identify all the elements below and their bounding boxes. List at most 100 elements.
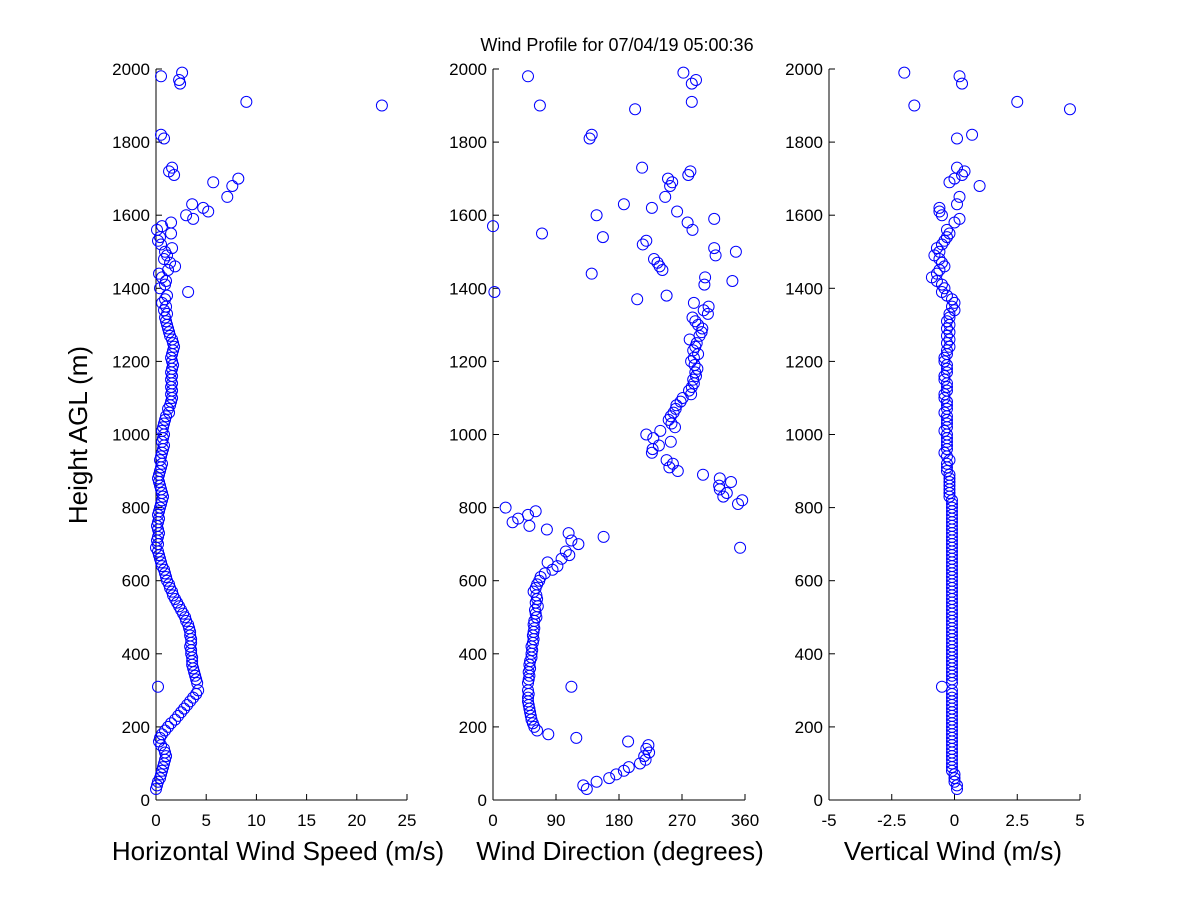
speed-x-tick-label: 0 [151, 811, 160, 830]
speed-data-point [172, 709, 185, 722]
speed-data-point [182, 285, 195, 298]
vertical-data-point [938, 355, 951, 368]
direction-data-point [659, 190, 672, 203]
direction-data-point [531, 724, 544, 737]
vertical-x-tick-label: 0 [950, 811, 959, 830]
vertical-data-point [951, 198, 964, 211]
speed-y-tick-label: 1400 [112, 279, 150, 298]
vertical-data-point [940, 315, 953, 328]
vertical-data-point [943, 311, 956, 324]
direction-data-point [671, 205, 684, 218]
vertical-data-point [945, 300, 958, 313]
direction-data-point [645, 201, 658, 214]
speed-data-point [178, 702, 191, 715]
vertical-y-tick-label: 400 [795, 645, 823, 664]
direction-data-point [656, 264, 669, 277]
speed-data-point [152, 234, 165, 247]
speed-y-tick-label: 1000 [112, 426, 150, 445]
speed-y-tick-label: 1800 [112, 133, 150, 152]
direction-data-point [676, 391, 689, 404]
direction-data-point [684, 165, 697, 178]
vertical-data-point [943, 318, 956, 331]
direction-data-point [671, 465, 684, 478]
direction-data-point [522, 70, 534, 83]
direction-data-point [670, 399, 683, 412]
direction-data-point [645, 446, 658, 459]
speed-data-point [163, 406, 176, 419]
vertical-data-point [933, 264, 946, 277]
direction-data-point [533, 574, 546, 587]
direction-data-point [734, 541, 747, 554]
direction-data-point [617, 764, 630, 777]
vertical-data-point [940, 359, 953, 372]
direction-data-point [565, 680, 578, 693]
direction-data-point [555, 552, 568, 565]
direction-data-point [577, 779, 590, 792]
vertical-x-tick-label: -2.5 [877, 811, 906, 830]
speed-y-tick-label: 1600 [112, 206, 150, 225]
direction-data-point [726, 274, 739, 287]
vertical-data-point [940, 362, 953, 375]
direction-data-point [690, 370, 702, 383]
direction-data-point [499, 501, 512, 514]
direction-data-point [646, 443, 659, 456]
direction-data-point [617, 198, 630, 211]
vertical-data-point [973, 179, 986, 192]
direction-data-point [488, 285, 501, 298]
direction-data-point [717, 490, 730, 503]
direction-y-tick-label: 1400 [449, 279, 487, 298]
direction-data-point [697, 304, 710, 317]
vertical-y-tick-label: 1600 [785, 206, 823, 225]
vertical-data-point [948, 772, 961, 785]
speed-y-tick-label: 0 [141, 791, 150, 810]
speed-x-tick-label: 15 [297, 811, 316, 830]
vertical-x-tick-label: 5 [1075, 811, 1084, 830]
direction-y-tick-label: 800 [459, 499, 487, 518]
direction-x-tick-label: 90 [547, 811, 566, 830]
vertical-data-point [945, 764, 958, 777]
direction-data-point [523, 669, 536, 682]
direction-data-point [642, 739, 655, 752]
vertical-data-point [940, 465, 953, 478]
direction-x-tick-label: 360 [731, 811, 759, 830]
direction-data-point [713, 483, 726, 496]
speed-data-point [180, 209, 193, 222]
vertical-data-point [940, 413, 953, 426]
speed-y-tick-label: 1200 [112, 352, 150, 371]
vertical-data-point [945, 761, 958, 774]
speed-data-point [169, 713, 182, 726]
direction-data-point [691, 362, 704, 375]
speed-data-point [166, 161, 179, 174]
direction-data-point [685, 380, 698, 393]
vertical-data-point [898, 66, 911, 79]
speed-data-point [226, 179, 239, 192]
speed-data-point [165, 227, 178, 240]
vertical-data-point [938, 391, 951, 404]
speed-x-tick-label: 20 [347, 811, 366, 830]
direction-data-point [572, 538, 585, 551]
vertical-data-point [935, 209, 948, 222]
direction-y-tick-label: 400 [459, 645, 487, 664]
speed-data-point [375, 99, 388, 112]
vertical-y-tick-label: 1400 [785, 279, 823, 298]
direction-y-tick-label: 0 [478, 791, 487, 810]
speed-data-point [175, 706, 188, 719]
direction-data-point [506, 516, 519, 529]
speed-data-point [155, 70, 168, 83]
vertical-data-point [940, 223, 953, 236]
vertical-data-point [933, 205, 946, 218]
direction-data-point [540, 523, 553, 536]
direction-data-point [686, 223, 699, 236]
speed-data-point [181, 698, 194, 711]
direction-y-tick-label: 1600 [449, 206, 487, 225]
vertical-data-point [943, 483, 956, 496]
direction-data-point [669, 421, 681, 434]
vertical-data-point [948, 216, 961, 229]
direction-data-point [597, 530, 610, 543]
direction-data-point [725, 476, 737, 489]
direction-data-point [528, 720, 541, 733]
speed-data-point [161, 249, 174, 262]
vertical-data-point [938, 388, 951, 401]
direction-data-point [610, 768, 623, 781]
direction-data-point [699, 271, 712, 284]
